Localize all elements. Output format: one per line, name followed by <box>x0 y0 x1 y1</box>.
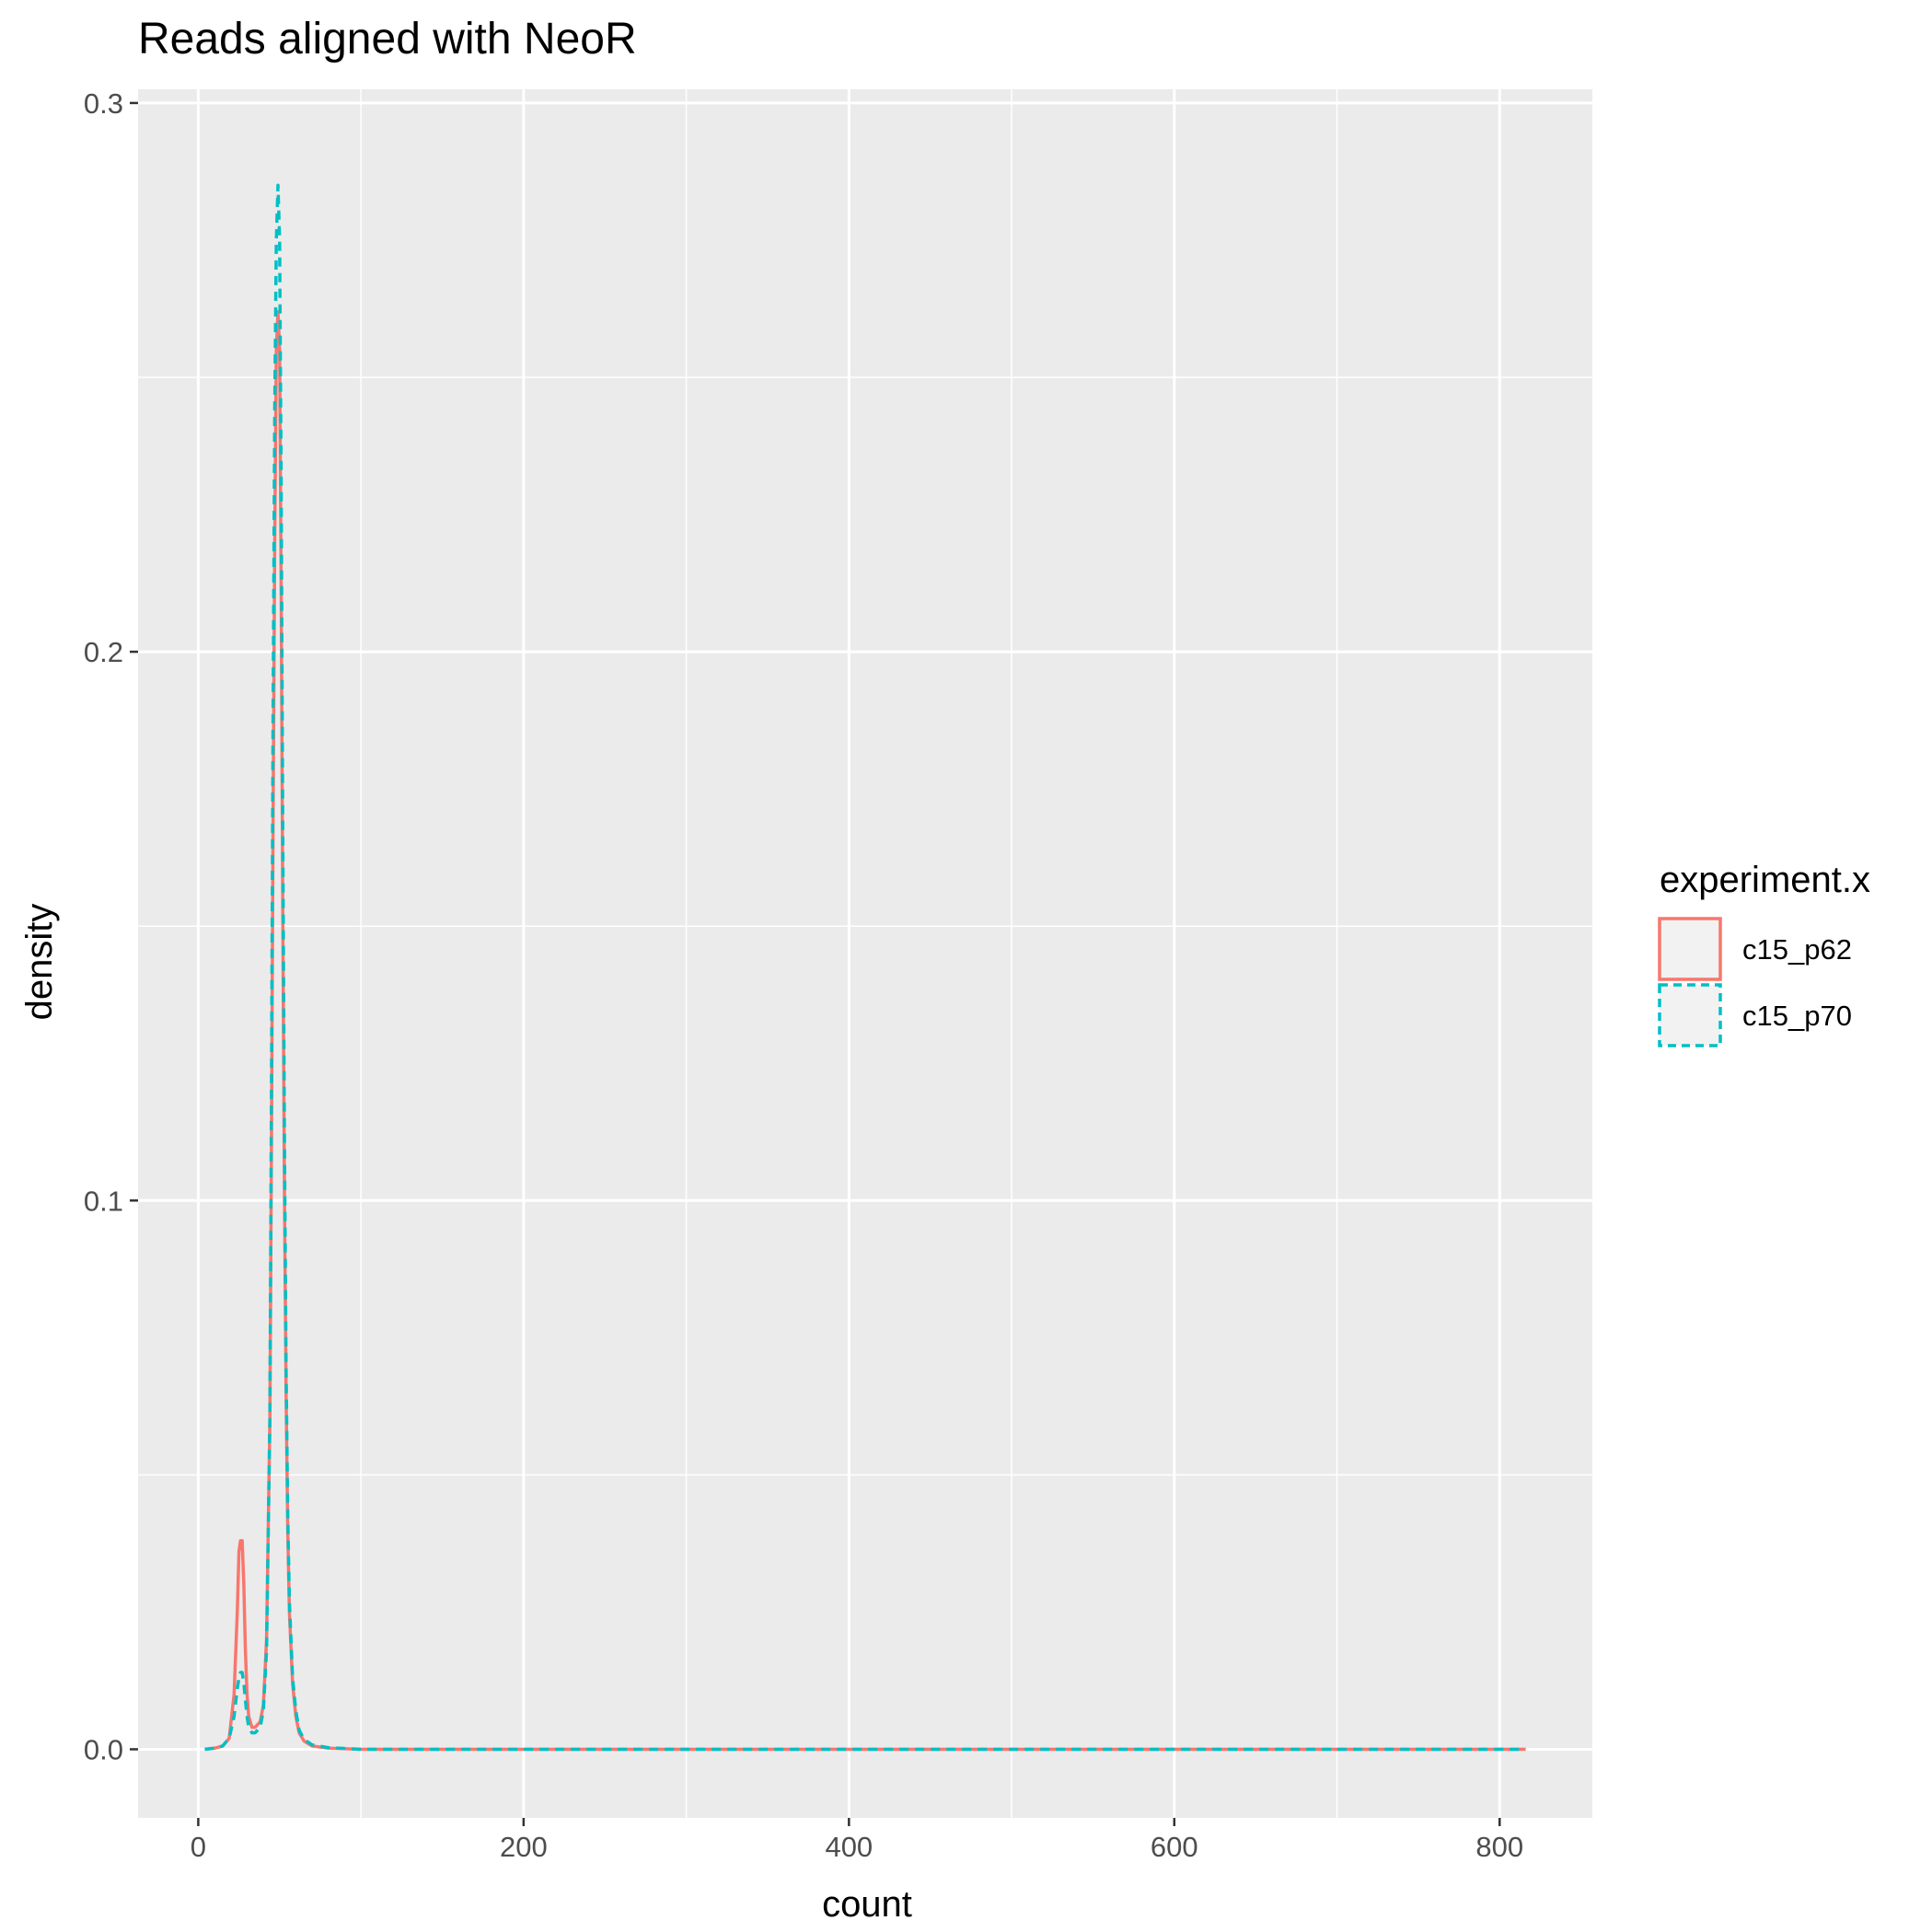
x-tick-label: 600 <box>1151 1831 1198 1863</box>
plot-panel <box>138 89 1592 1818</box>
y-axis: 0.0 0.1 0.2 0.3 <box>84 87 138 1765</box>
y-tick-label: 0.0 <box>84 1733 123 1765</box>
legend-key-c15_p62 <box>1658 917 1722 981</box>
series-line-c15_p70 <box>204 183 1526 1752</box>
y-tick-label: 0.1 <box>84 1185 123 1217</box>
legend-title: experiment.x <box>1660 860 1870 900</box>
legend-key-c15_p70 <box>1658 983 1722 1047</box>
y-tick-label: 0.3 <box>84 87 123 120</box>
x-axis: 0 200 400 600 800 <box>191 1818 1523 1863</box>
x-tick-label: 0 <box>191 1831 206 1863</box>
series-layer <box>204 183 1526 1752</box>
x-tick-label: 800 <box>1475 1831 1523 1863</box>
y-tick-label: 0.2 <box>84 636 123 668</box>
minor-gridlines <box>138 89 1592 1818</box>
legend-label-c15_p62: c15_p62 <box>1742 933 1852 966</box>
legend: experiment.x c15_p62 c15_p70 <box>1658 860 1870 1047</box>
major-gridlines <box>138 89 1592 1818</box>
y-axis-title: density <box>19 904 60 1021</box>
x-axis-title: count <box>822 1884 912 1925</box>
chart-title: Reads aligned with NeoR <box>138 15 637 64</box>
legend-label-c15_p70: c15_p70 <box>1742 1000 1852 1032</box>
x-tick-label: 400 <box>825 1831 873 1863</box>
series-line-c15_p62 <box>204 309 1526 1752</box>
x-tick-label: 200 <box>500 1831 548 1863</box>
